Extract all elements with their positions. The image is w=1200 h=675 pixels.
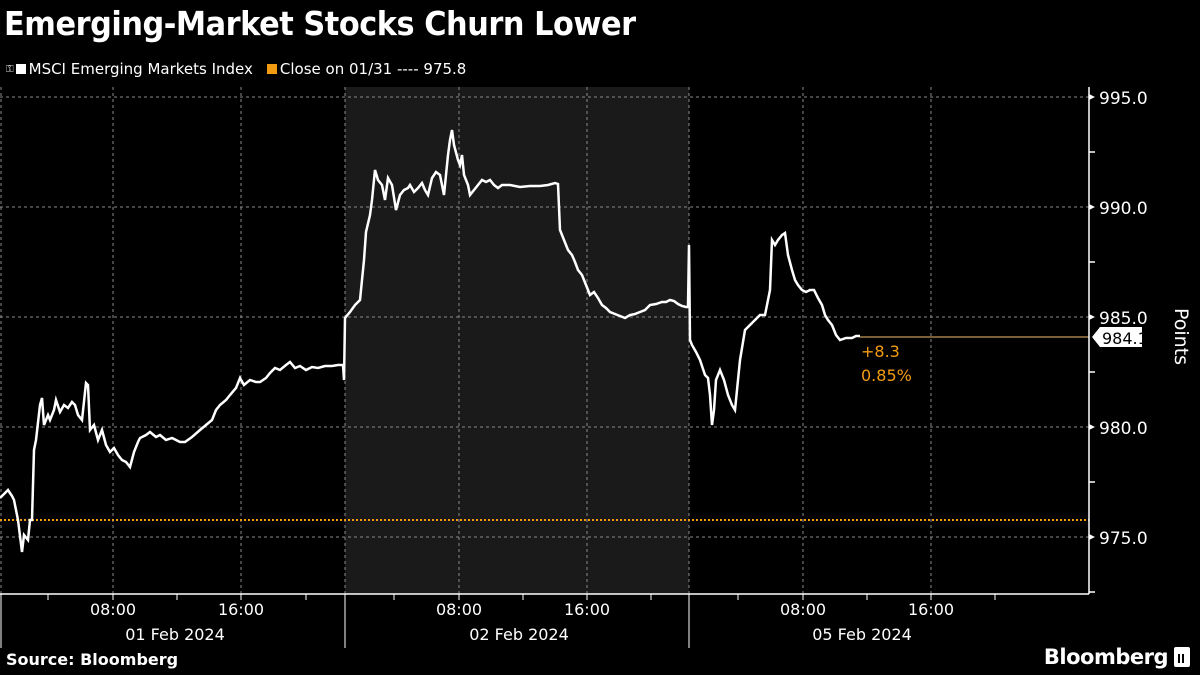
last-value-text: 984.1: [1102, 329, 1148, 348]
x-axis-ticks: [47, 594, 996, 600]
x-tick-labels: 08:00 16:00 08:00 16:00 08:00 16:00 01 F…: [90, 600, 954, 644]
horizontal-gridlines: [0, 96, 1089, 538]
x-day-label-1: 01 Feb 2024: [125, 625, 225, 644]
y-tick-995: 995.0: [1099, 89, 1148, 109]
change-percent: 0.85%: [861, 366, 912, 385]
bloomberg-terminal-icon: [1174, 647, 1190, 667]
y-tick-990: 990.0: [1099, 199, 1148, 219]
x-day-label-3: 05 Feb 2024: [812, 625, 912, 644]
y-axis-minor-ticks: [1089, 151, 1095, 593]
orange-swatch-icon: [266, 64, 277, 74]
y-tick-985: 985.0: [1099, 309, 1148, 329]
y-axis-label: Points: [1170, 308, 1192, 365]
y-tick-975: 975.0: [1099, 529, 1148, 549]
brand-text: Bloomberg: [1043, 645, 1169, 669]
source-note: Source: Bloomberg: [6, 650, 179, 669]
shaded-day-band: [345, 87, 689, 594]
vertical-gridlines: [0, 87, 932, 594]
x-tick-1600-d2: 16:00: [564, 600, 610, 619]
msci-price-line: [0, 129, 860, 553]
x-tick-0800-d1: 08:00: [90, 600, 136, 619]
y-tick-980: 980.0: [1099, 419, 1148, 439]
legend-label-msci: MSCI Emerging Markets Index: [28, 60, 253, 78]
x-tick-0800-d3: 08:00: [780, 600, 826, 619]
collapse-icon: ⚿: [6, 63, 14, 75]
white-swatch-icon: [15, 64, 26, 74]
legend-item-msci: ⚿ MSCI Emerging Markets Index: [6, 60, 253, 78]
last-value-tag: [1092, 327, 1142, 347]
x-day-label-2: 02 Feb 2024: [469, 625, 569, 644]
chart-title: Emerging-Market Stocks Churn Lower: [4, 4, 636, 43]
change-value: +8.3: [861, 342, 900, 361]
day-separators: [0, 594, 690, 648]
legend-item-close: Close on 01/31 ---- 975.8: [266, 60, 467, 78]
bloomberg-logo: Bloomberg: [1044, 645, 1190, 669]
chart-legend: ⚿ MSCI Emerging Markets Index Close on 0…: [6, 60, 476, 78]
x-tick-1600-d1: 16:00: [218, 600, 264, 619]
y-axis-major-ticks: [1089, 94, 1095, 540]
x-tick-1600-d3: 16:00: [908, 600, 954, 619]
y-tick-labels: 995.0 990.0 985.0 980.0 975.0: [1099, 89, 1148, 549]
x-tick-0800-d2: 08:00: [436, 600, 482, 619]
legend-label-close: Close on 01/31 ---- 975.8: [279, 60, 467, 78]
